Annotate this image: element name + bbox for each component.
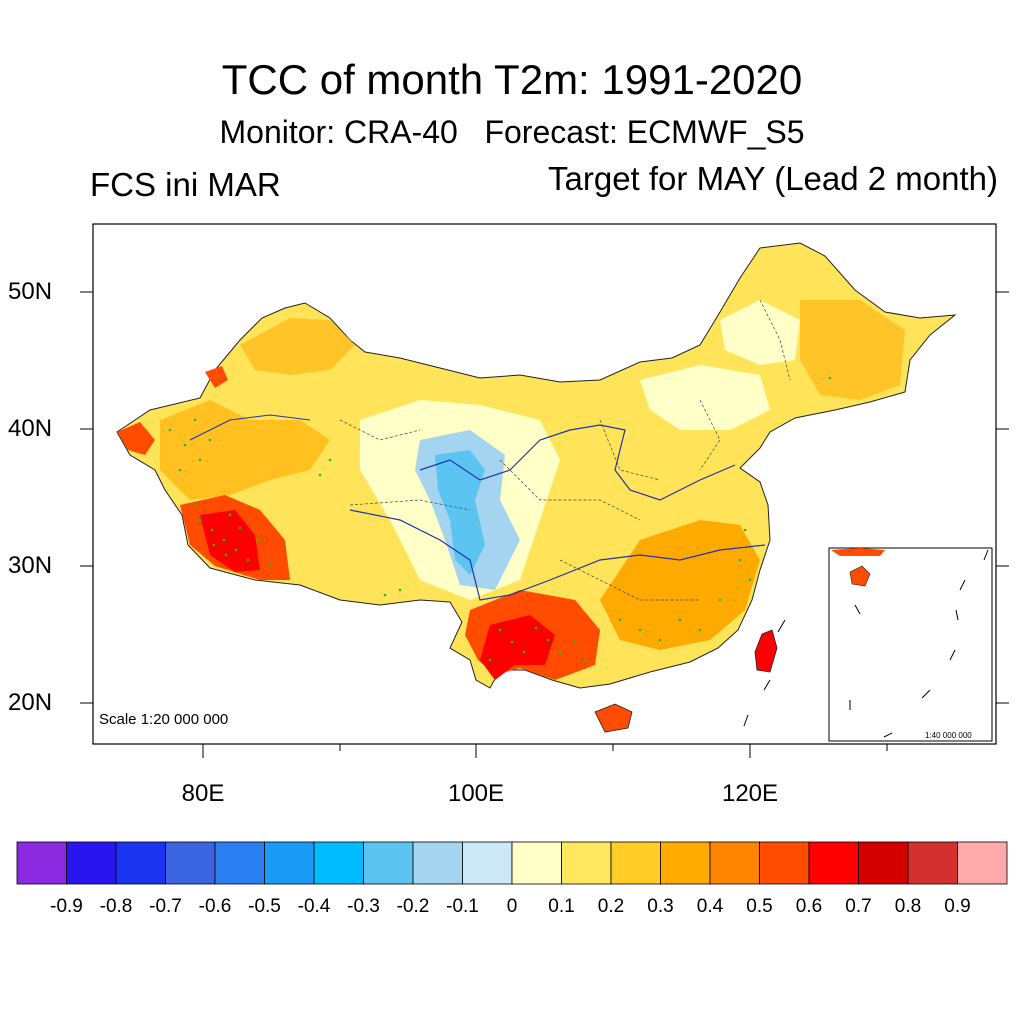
lon-tick-80e: 80E <box>181 780 225 807</box>
colorbar-swatch <box>214 841 265 885</box>
colorbar-swatch <box>165 841 216 885</box>
tarim-river <box>189 414 311 441</box>
east-orange-area <box>600 520 760 650</box>
southwest-tibet-core <box>200 510 260 572</box>
chart-subtitle: Monitor: CRA-40 Forecast: ECMWF_S5 <box>219 114 805 150</box>
yellow-river <box>419 424 736 501</box>
colorbar-label: 0.6 <box>795 896 823 917</box>
colorbar-swatch <box>313 841 364 885</box>
north-orange-area <box>240 318 355 375</box>
colorbar-label: -0.4 <box>297 896 331 917</box>
inset-nine-dash-line <box>743 549 989 738</box>
colorbar-swatch <box>808 841 859 885</box>
colorbar-label: -0.8 <box>99 896 133 917</box>
west-orange-area <box>160 400 330 500</box>
inset-hainan <box>849 565 871 587</box>
colorbar-swatch <box>957 841 1008 885</box>
bottom-axis-ticks <box>202 744 888 758</box>
colorbar-label: 0 <box>506 896 518 917</box>
colorbar-label: -0.6 <box>198 896 232 917</box>
yangtze-river <box>349 509 766 601</box>
colorbar-swatch <box>660 841 711 885</box>
colorbar-swatch <box>858 841 909 885</box>
lat-tick-40n: 40N <box>8 415 53 442</box>
colorbar-label: -0.5 <box>248 896 281 917</box>
northwest-hotspot <box>205 366 228 388</box>
colorbar-label: -0.3 <box>347 896 380 917</box>
colorbar-label: 0.5 <box>746 896 773 917</box>
init-month-label: FCS ini MAR <box>90 166 281 203</box>
colorbar-label: 0.8 <box>894 896 922 917</box>
lat-tick-50n: 50N <box>8 278 53 305</box>
northeast-pale-area <box>720 300 800 365</box>
colorbar-swatch <box>16 841 67 885</box>
colorbar-swatch <box>462 841 513 885</box>
colorbar-label: 0.3 <box>647 896 674 917</box>
hainan-island <box>594 703 633 733</box>
target-month-label: Target for MAY (Lead 2 month) <box>548 160 998 197</box>
lon-tick-120e: 120E <box>721 780 779 807</box>
colorbar-swatch <box>511 841 562 885</box>
colorbar-label: -0.7 <box>149 896 182 917</box>
colorbar-swatch <box>66 841 117 885</box>
colorbar-swatch <box>363 841 414 885</box>
significance-stipple <box>168 376 832 662</box>
inset-coast <box>831 548 885 556</box>
province-borders <box>339 299 791 601</box>
central-deep-blue-area <box>435 450 485 575</box>
colorbar-swatch <box>907 841 958 885</box>
colorbar-swatch <box>709 841 760 885</box>
map-scale-label: Scale 1:20 000 000 <box>99 711 229 728</box>
colorbar-label: -0.9 <box>50 896 83 917</box>
colorbar-label: 0.9 <box>944 896 971 917</box>
west-xinjiang-hotspot <box>117 422 155 455</box>
colorbar-swatch <box>759 841 810 885</box>
colorbar-swatch <box>412 841 463 885</box>
lat-tick-20n: 20N <box>8 689 53 716</box>
left-axis-ticks <box>80 291 1009 704</box>
north-pale-area <box>640 365 770 430</box>
chart-title: TCC of month T2m: 1991-2020 <box>221 56 803 103</box>
yunnan-core <box>480 615 555 680</box>
colorbar-label: -0.2 <box>396 896 430 917</box>
colorbar-swatch <box>610 841 661 885</box>
colorbar-label: -0.1 <box>446 896 479 917</box>
colorbar-swatch <box>115 841 166 885</box>
lat-tick-30n: 30N <box>8 552 53 579</box>
inset-scale-label: 1:40 000 000 <box>925 731 972 740</box>
colorbar-swatch <box>264 841 315 885</box>
lon-tick-100e: 100E <box>447 780 505 807</box>
colorbar-label: 0.1 <box>548 896 575 917</box>
colorbar-label: 0.4 <box>696 896 724 917</box>
northeast-orange-area <box>800 300 905 400</box>
colorbar-label: 0.2 <box>597 896 625 917</box>
colorbar-label: 0.7 <box>845 896 872 917</box>
taiwan-island <box>754 629 778 673</box>
colorbar-swatch <box>561 841 612 885</box>
